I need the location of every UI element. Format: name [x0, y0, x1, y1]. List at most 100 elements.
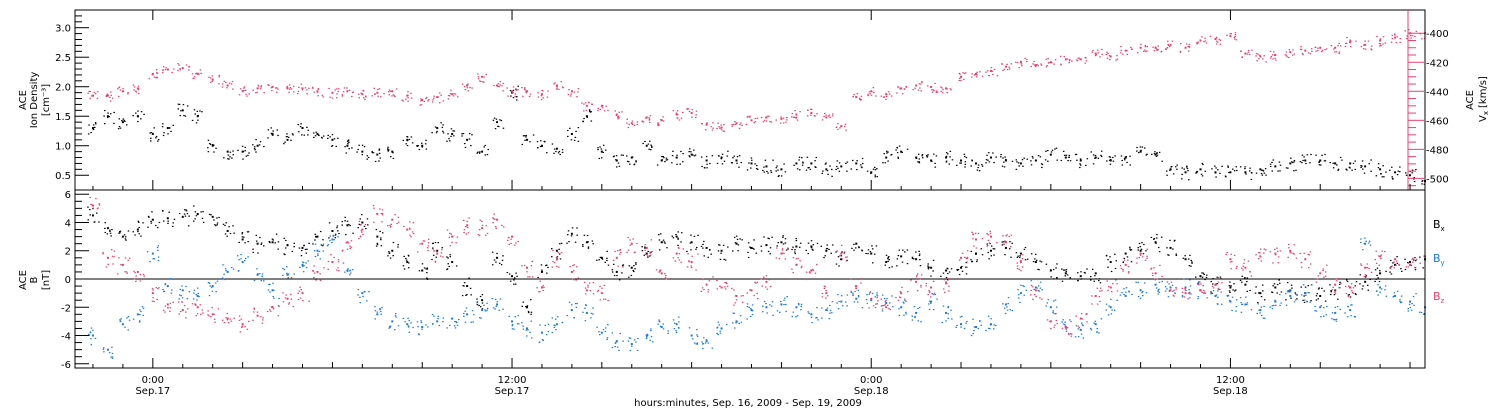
ion-density-point [378, 152, 381, 154]
ion-density-point [720, 156, 723, 159]
bx-point [867, 253, 869, 255]
vx-point [971, 76, 973, 78]
by-point [89, 332, 92, 334]
vx-point [1364, 43, 1367, 46]
bz-point [244, 326, 246, 328]
bz-point [1070, 335, 1073, 337]
bz-point [814, 272, 817, 274]
bz-point [1152, 274, 1154, 277]
by-point [1344, 312, 1346, 314]
bz-point [113, 250, 116, 252]
vx-point [723, 130, 726, 132]
bx-point [269, 241, 271, 244]
by-point [751, 314, 754, 316]
bz-point [152, 289, 154, 291]
vx-point [731, 124, 733, 126]
vx-point [695, 116, 697, 119]
bz-point [1240, 267, 1243, 269]
vx-point [391, 95, 393, 97]
by-point [391, 320, 394, 323]
by-point [1256, 312, 1259, 315]
ion-density-point [809, 168, 812, 170]
vx-point [1304, 49, 1307, 52]
bz-point [1053, 312, 1055, 315]
vx-point [1346, 36, 1348, 39]
bx-point [119, 232, 121, 234]
bx-point [138, 226, 140, 229]
by-point [1166, 288, 1168, 290]
bx-point [425, 268, 427, 270]
ion-density-point [808, 167, 810, 169]
ion-density-point [604, 149, 607, 151]
bz-point [754, 281, 756, 283]
by-point [381, 307, 383, 309]
bx-point [1260, 295, 1263, 298]
bz-point [1123, 259, 1126, 261]
ion-density-point [665, 157, 668, 159]
bz-point [836, 250, 839, 252]
bx-point [346, 224, 349, 227]
bz-point [269, 309, 271, 311]
vx-point [828, 114, 831, 116]
by-point [166, 285, 169, 288]
bz-point [552, 249, 554, 252]
bx-point [648, 255, 651, 257]
bz-point [134, 272, 136, 274]
vx-point [471, 87, 473, 89]
bz-point [525, 266, 528, 269]
ion-density-point [767, 172, 769, 174]
vx-point [1360, 46, 1363, 48]
by-point [1228, 299, 1231, 302]
bx-point [919, 258, 921, 261]
bx-point [341, 220, 344, 223]
ion-density-point [122, 118, 125, 120]
bx-point [570, 235, 573, 237]
by-point [1334, 311, 1337, 314]
by-point [829, 309, 832, 311]
vx-point [1144, 44, 1147, 47]
bx-point [576, 227, 578, 229]
ion-density-point [799, 169, 801, 171]
bz-point [1173, 289, 1175, 291]
bx-point [226, 235, 228, 237]
by-point [779, 311, 781, 313]
by-point [1069, 319, 1071, 321]
by-point [286, 266, 288, 268]
bz-point [477, 234, 480, 236]
bx-point [887, 256, 889, 259]
vx-point [1188, 43, 1191, 46]
bx-point [1228, 285, 1231, 287]
bx-point [600, 256, 603, 259]
bx-point [303, 244, 305, 246]
by-point [293, 273, 295, 275]
ion-density-point [357, 148, 359, 151]
vx-point [1076, 60, 1079, 62]
bx-point [993, 254, 995, 256]
vx-point [373, 87, 375, 89]
by-point [973, 330, 975, 332]
bx-point [1229, 286, 1232, 289]
vx-point [710, 126, 712, 128]
by-point [314, 255, 317, 258]
vx-point [388, 89, 391, 91]
ion-density-point [452, 130, 454, 132]
bz-point [840, 244, 843, 246]
by-point [900, 306, 903, 308]
ion-density-point [215, 147, 217, 149]
bz-point [587, 284, 589, 287]
bx-point [628, 276, 630, 278]
vx-point [1234, 35, 1236, 38]
by-point [124, 326, 126, 328]
ion-density-point [1044, 159, 1047, 161]
vx-point [1037, 65, 1039, 67]
bx-point [192, 220, 195, 222]
ion-density-point [1289, 162, 1292, 165]
by-point [1030, 284, 1033, 287]
bz-point [1379, 255, 1382, 258]
bx-point [1229, 281, 1231, 283]
by-point [575, 306, 578, 308]
bx-point [769, 247, 772, 249]
bz-point [187, 308, 189, 310]
ion-density-point [776, 165, 778, 167]
by-point [606, 337, 609, 339]
